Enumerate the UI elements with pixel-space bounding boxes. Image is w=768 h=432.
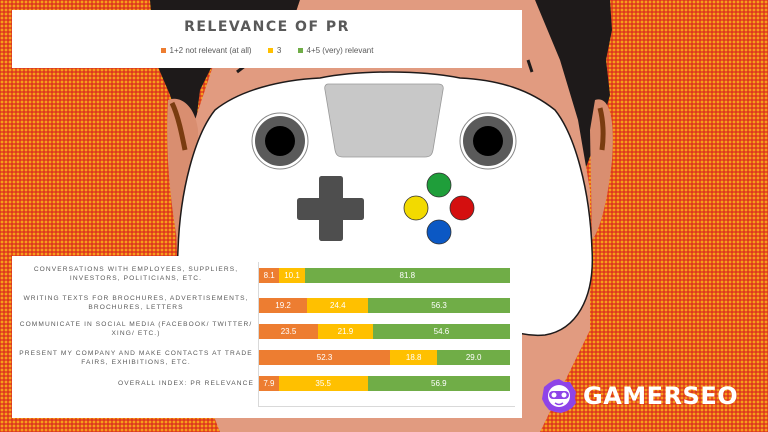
touchpad: [324, 83, 444, 158]
gamer-face-icon: [542, 379, 576, 413]
chart-body: Conversations with employees, suppliers,…: [12, 256, 522, 418]
row-label: Conversations with employees, suppliers,…: [33, 266, 239, 282]
bar-segment-neutral: 21.9: [317, 324, 373, 339]
row-label: Overall index: PR relevance: [118, 380, 254, 387]
bar-segment-neutral: 10.1: [279, 268, 305, 283]
row-label: Present my company and make contacts at …: [19, 350, 253, 366]
bar-segment-not-relevant: 7.9: [259, 376, 279, 391]
bar-segment-not-relevant: 23.5: [259, 324, 318, 339]
row-label: Writing texts for brochures, advertiseme…: [23, 295, 249, 311]
bar-segment-relevant: 54.6: [372, 324, 510, 339]
bar-row: 7.9 35.5 56.9: [259, 376, 510, 391]
plot-area: 8.1 10.1 81.8 19.2 24.4 56.3 23.5 21.9 5…: [258, 262, 515, 407]
bar-segment-relevant: 81.8: [304, 268, 510, 283]
chart-legend: 1+2 not relevant (at all) 3 4+5 (very) r…: [12, 46, 522, 55]
bar-segment-relevant: 56.3: [368, 298, 510, 313]
legend-swatch-green: [297, 48, 303, 53]
bar-row: 23.5 21.9 54.6: [259, 324, 510, 339]
button-green: [426, 172, 452, 198]
ear-right-inner: [597, 107, 606, 151]
legend-swatch-orange: [160, 48, 166, 53]
bar-segment-not-relevant: 8.1: [259, 268, 280, 283]
legend-swatch-yellow: [267, 48, 273, 53]
chart-title: RELEVANCE OF PR: [184, 19, 350, 35]
bar-segment-relevant: 56.9: [367, 376, 510, 391]
row-label: Communicate in social media (Facebook/ T…: [19, 321, 253, 337]
ear-left-inner: [169, 101, 188, 151]
button-yellow: [403, 195, 429, 221]
chart-header: RELEVANCE OF PR 1+2 not relevant (at all…: [12, 10, 522, 68]
bar-row: 8.1 10.1 81.8: [259, 268, 510, 283]
bar-segment-neutral: 18.8: [390, 350, 438, 365]
button-blue: [426, 219, 452, 245]
legend-item-relevant: 4+5 (very) relevant: [297, 46, 373, 55]
brand-name: GAMERSEO: [583, 382, 739, 410]
legend-item-not-relevant: 1+2 not relevant (at all): [160, 46, 252, 55]
dpad: [297, 176, 364, 241]
bar-row: 52.3 18.8 29.0: [259, 350, 510, 365]
bar-segment-neutral: 35.5: [278, 376, 368, 391]
bar-segment-not-relevant: 52.3: [259, 350, 391, 365]
ear-right: [590, 99, 613, 241]
bar-row: 19.2 24.4 56.3: [259, 298, 510, 313]
legend-item-neutral: 3: [267, 46, 281, 55]
button-red: [449, 195, 475, 221]
bar-segment-relevant: 29.0: [437, 350, 510, 365]
bar-segment-not-relevant: 19.2: [259, 298, 308, 313]
bar-segment-neutral: 24.4: [307, 298, 369, 313]
gamerseo-logo[interactable]: GAMERSEO: [541, 378, 738, 414]
